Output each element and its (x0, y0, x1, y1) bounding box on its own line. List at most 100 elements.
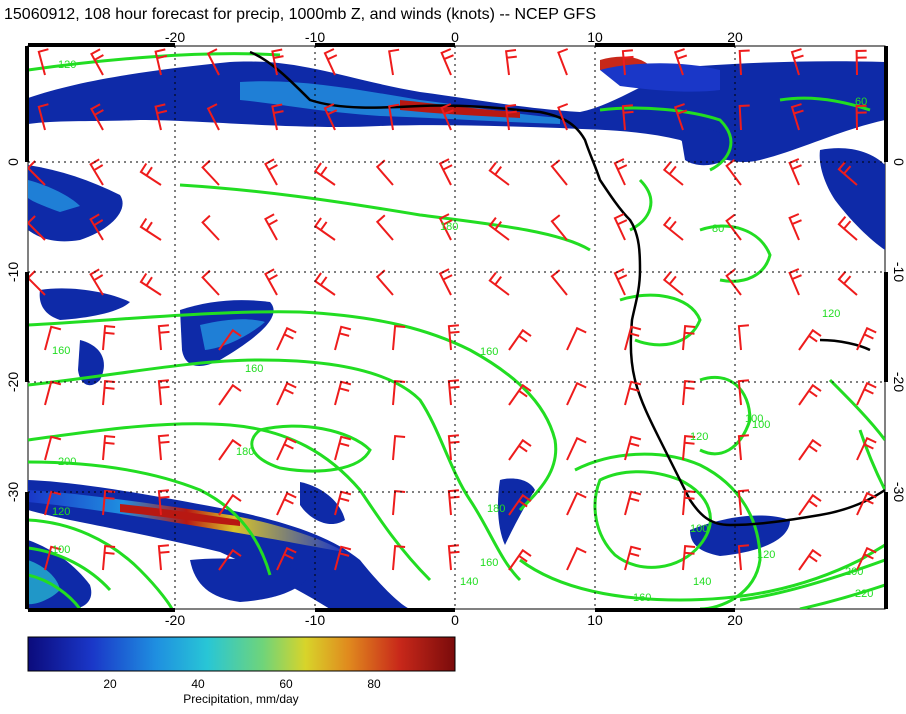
wind-barb (206, 103, 220, 131)
wind-barb (682, 545, 696, 571)
wind-barb (788, 213, 802, 241)
wind-barb (89, 158, 104, 186)
wind-barb (139, 217, 162, 241)
lon-tick-bottom-1: -20 (165, 612, 185, 628)
lat-labels-left: 0 -10 -20 -30 (5, 158, 21, 502)
wind-barb (837, 271, 858, 296)
wind-barb (37, 48, 49, 76)
wind-barb (201, 214, 220, 241)
wind-barb (438, 213, 453, 241)
wind-barb (89, 213, 104, 241)
wind-barb (392, 325, 406, 351)
wind-barb (682, 435, 696, 461)
lat-tick-right-3: -20 (891, 372, 906, 392)
contour-label: 60 (855, 96, 867, 108)
wind-barb (488, 216, 510, 241)
wind-barb (206, 48, 220, 76)
contour-label: 180 (440, 221, 458, 233)
wind-barb (737, 489, 749, 516)
contour-label: 120 (58, 59, 76, 71)
colorbar-tick-3: 60 (279, 677, 293, 691)
wind-barb (90, 103, 104, 131)
lon-labels-top: -20 -10 0 10 20 (165, 29, 743, 45)
contour-label: 160 (633, 592, 651, 604)
wind-barb (264, 158, 278, 186)
wind-barb (738, 49, 750, 76)
wind-barbs (28, 48, 877, 571)
wind-barb (154, 103, 168, 131)
wind-barb (508, 328, 532, 351)
wind-barb (856, 326, 877, 351)
contour-label: 160 (480, 557, 498, 569)
wind-barb (102, 545, 116, 571)
contour-label: 140 (460, 576, 478, 588)
wind-barb (440, 48, 454, 76)
map-title: 15060912, 108 hour forecast for precip, … (4, 6, 596, 23)
wind-barb (89, 268, 104, 296)
wind-barb (566, 381, 587, 406)
wind-barb (375, 214, 394, 241)
wind-barb (218, 548, 242, 571)
wind-barb (613, 213, 628, 241)
wind-barb (37, 103, 49, 131)
contour-label: 160 (52, 345, 70, 357)
wind-barb (788, 268, 802, 296)
wind-barb (218, 383, 242, 406)
contour-labels: 1206080120160160160180200180120100160140… (52, 59, 873, 604)
lat-tick-right-4: -30 (891, 482, 906, 502)
wind-barb (557, 48, 569, 76)
wind-barb (218, 438, 242, 461)
wind-barb (508, 493, 532, 516)
lat-tick-right-1: 0 (891, 158, 906, 166)
wind-barb (837, 161, 858, 186)
lon-tick-top-3: 0 (451, 29, 459, 45)
wind-barb (271, 103, 284, 131)
wind-barb (798, 328, 822, 351)
wind-barb (157, 324, 170, 351)
wind-barb (621, 104, 634, 131)
wind-barb (157, 489, 170, 516)
wind-barb (566, 546, 587, 571)
wind-barb (737, 379, 749, 406)
wind-barb (157, 434, 170, 461)
wind-barb (90, 48, 104, 76)
wind-barb (856, 491, 877, 516)
wind-barb (218, 493, 242, 516)
wind-barb (798, 383, 822, 406)
wind-barb (566, 436, 587, 461)
lat-tick-left-3: -20 (5, 372, 21, 392)
wind-barb (388, 48, 400, 76)
wind-barb (737, 544, 749, 571)
wind-barb (504, 104, 517, 131)
wind-barb (673, 103, 688, 131)
wind-barb (737, 324, 749, 351)
contour-label: 120 (822, 308, 840, 320)
wind-barb (388, 103, 400, 131)
wind-barb (790, 48, 804, 76)
wind-barb (550, 214, 568, 241)
contour-label: 80 (712, 223, 724, 235)
wind-barb (28, 160, 46, 186)
contour-label: 180 (487, 503, 505, 515)
lon-tick-top-1: -20 (165, 29, 185, 45)
wind-barb (508, 548, 532, 571)
wind-barb (788, 158, 802, 186)
wind-barb (438, 158, 453, 186)
wind-barb (276, 436, 297, 461)
contour-label: 200 (845, 566, 863, 578)
wind-barb (44, 545, 62, 571)
lon-tick-bottom-2: -10 (305, 612, 325, 628)
wind-barb (682, 490, 696, 516)
wind-barb (662, 161, 684, 186)
contour-label: 160 (245, 363, 263, 375)
wind-barb (447, 379, 460, 406)
contour-label: 100 (52, 544, 70, 556)
colorbar-tick-2: 40 (191, 677, 205, 691)
wind-barb (157, 379, 170, 406)
wind-barb (508, 438, 532, 461)
wind-barb (557, 103, 569, 131)
wind-barb (323, 48, 338, 76)
wind-barb (855, 104, 867, 131)
wind-barb (201, 159, 220, 186)
